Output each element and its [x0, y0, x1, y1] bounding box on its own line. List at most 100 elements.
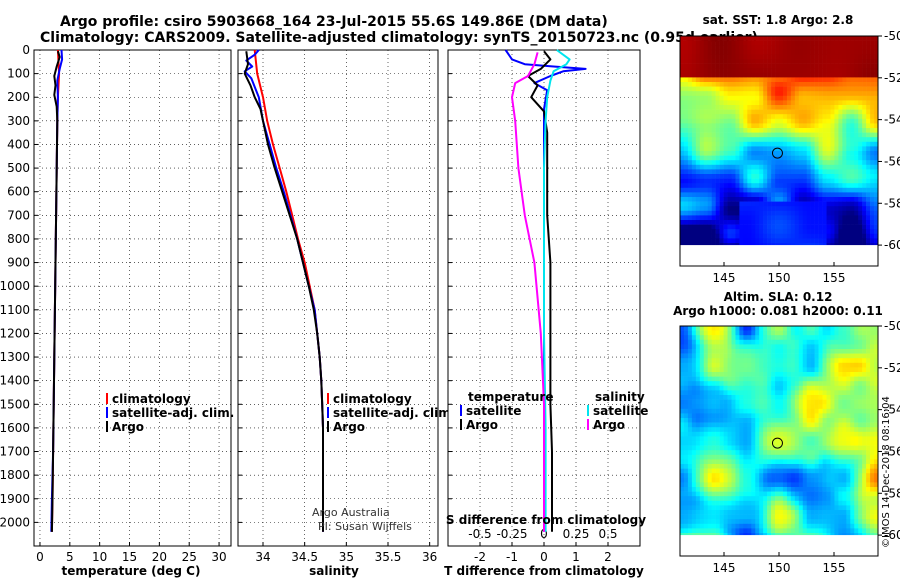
heatmap-cell [858, 399, 863, 405]
heatmap-cell [771, 118, 776, 124]
heatmap-cell [834, 169, 839, 175]
heatmap-cell [695, 510, 701, 515]
heatmap-cell [834, 376, 839, 382]
heatmap-cell [870, 436, 875, 442]
heatmap-cell [806, 381, 811, 387]
heatmap-cell [802, 344, 808, 350]
heatmap-cell [818, 523, 823, 529]
heatmap-cell [767, 459, 772, 465]
heatmap-cell [707, 206, 712, 212]
heatmap-cell [695, 404, 701, 410]
heatmap-cell [687, 132, 693, 138]
heatmap-cell [834, 187, 839, 193]
heatmap-cell [870, 404, 875, 410]
heatmap-cell [866, 63, 871, 69]
heatmap-cell [707, 109, 712, 115]
heatmap-cell [759, 40, 764, 46]
heatmap-cell [810, 63, 815, 69]
heatmap-cell [723, 40, 728, 46]
heatmap-cell [767, 514, 772, 520]
heatmap-cell [763, 381, 768, 387]
heatmap-cell [874, 390, 879, 396]
heatmap-cell [782, 132, 788, 138]
heatmap-cell [703, 491, 709, 497]
heatmap-cell [767, 220, 772, 225]
heatmap-cell [755, 77, 760, 83]
heatmap-cell [854, 114, 859, 120]
heatmap-cell [854, 482, 859, 488]
heatmap-cell [711, 436, 716, 442]
heatmap-cell [794, 100, 800, 106]
heatmap-cell [818, 220, 823, 225]
heatmap-cell [850, 482, 855, 488]
heatmap-cell [870, 510, 875, 515]
heatmap-cell [790, 477, 796, 483]
heatmap-cell [759, 399, 764, 405]
heatmap-cell [759, 468, 764, 474]
heatmap-cell [779, 362, 784, 368]
heatmap-cell [858, 330, 863, 336]
heatmap-cell [818, 49, 823, 55]
heatmap-cell [767, 367, 772, 373]
heatmap-cell [767, 395, 772, 400]
heatmap-cell [838, 192, 843, 198]
heatmap-cell [771, 441, 776, 446]
heatmap-cell [743, 54, 748, 60]
heatmap-cell [862, 164, 867, 170]
heatmap-cell [715, 473, 720, 479]
heatmap-cell [731, 109, 736, 115]
heatmap-cell [735, 431, 740, 437]
heatmap-cell [739, 408, 744, 414]
heatmap-cell [818, 137, 823, 143]
heatmap-cell [719, 178, 724, 184]
heatmap-cell [850, 206, 855, 212]
heatmap-cell [818, 233, 823, 239]
heatmap-cell [834, 330, 839, 336]
heatmap-cell [846, 413, 851, 419]
heatmap-cell [775, 381, 780, 387]
heatmap-cell [838, 40, 843, 46]
heatmap-cell [719, 473, 724, 479]
heatmap-cell [739, 201, 744, 207]
heatmap-cell [723, 500, 728, 506]
heatmap-cell [790, 77, 796, 83]
heatmap-cell [683, 201, 689, 207]
heatmap-cell [775, 187, 780, 193]
heatmap-cell [862, 436, 867, 442]
heatmap-cell [814, 178, 819, 184]
heatmap-cell [683, 169, 689, 175]
heatmap-cell [731, 132, 736, 138]
heatmap-cell [830, 519, 835, 525]
heatmap-cell [866, 344, 871, 350]
heatmap-cell [719, 59, 724, 64]
heatmap-cell [751, 344, 756, 350]
heatmap-cell [723, 496, 728, 502]
heatmap-cell [782, 528, 788, 534]
heatmap-cell [802, 132, 808, 138]
heatmap-cell [790, 335, 796, 341]
heatmap-cell [703, 215, 709, 221]
heatmap-cell [842, 233, 847, 239]
heatmap-cell [822, 100, 827, 106]
heatmap-cell [874, 229, 879, 235]
heatmap-cell [830, 505, 835, 511]
heatmap-cell [683, 339, 689, 345]
heatmap-cell [874, 477, 879, 483]
y-tick-label: 400 [7, 137, 30, 151]
heatmap-cell [862, 353, 867, 359]
heatmap-cell [735, 141, 740, 147]
heatmap-cell [680, 91, 685, 97]
heatmap-cell [691, 496, 697, 502]
heatmap-cell [818, 164, 823, 170]
heatmap-cell [858, 473, 863, 479]
heatmap-cell [866, 445, 871, 451]
heatmap-cell [826, 427, 831, 433]
heatmap-cell [822, 54, 827, 60]
heatmap-cell [775, 137, 780, 143]
heatmap-cell [703, 187, 709, 193]
heatmap-cell [747, 197, 752, 202]
heatmap-cell [826, 344, 831, 350]
heatmap-cell [711, 519, 716, 525]
heatmap-cell [838, 473, 843, 479]
heatmap-cell [838, 114, 843, 120]
